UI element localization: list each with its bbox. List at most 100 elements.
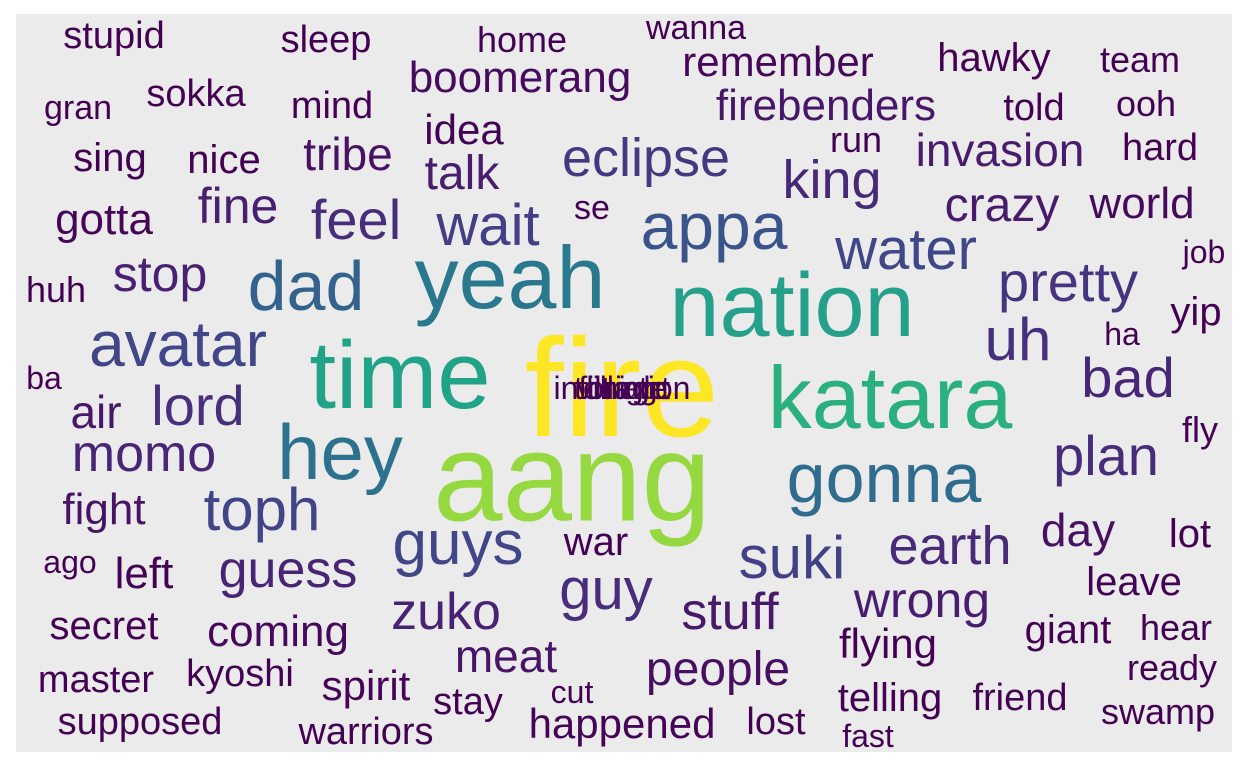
cloud-word: tribe [303,128,393,180]
cloud-word: swamp [1100,691,1216,732]
cloud-word: left [114,549,174,598]
cloud-word: time [309,322,491,429]
cloud-word: coming [207,607,349,656]
cloud-word: nation [669,256,915,356]
cloud-word: hard [1121,127,1199,169]
cloud-word: gotta [55,195,153,244]
cloud-word: suki [738,524,846,591]
cloud-word: sleep [280,19,372,61]
cloud-word: job [1182,234,1226,270]
cloud-word: hey [277,408,403,496]
cloud-word: ready [1126,647,1218,688]
cloud-word: lord [151,374,245,437]
cloud-word: gran [43,89,113,127]
cloud-word: yip [1170,290,1222,334]
cloud-word: giant [1024,608,1112,652]
cloud-word: avatar [89,308,267,380]
cloud-word: friend [972,677,1068,719]
cloud-word: spirit [321,662,411,709]
cloud-word: world [1089,179,1195,228]
cloud-word: boomerang [408,53,632,102]
cloud-word: invasion [915,124,1085,176]
cloud-word: stop [112,246,208,302]
cloud-word: lot [1168,512,1212,556]
cloud-word: lost [746,701,806,743]
cloud-word: flying [838,620,938,667]
cloud-word: village [576,370,668,406]
cloud-word: stupid [63,15,165,57]
cloud-word: tonight [573,370,671,406]
cloud-word: bad [1081,346,1175,409]
cloud-word: remember [682,38,874,85]
cloud-word: momo [71,425,217,483]
cloud-word: war [563,520,629,564]
cloud-word: yeah [414,228,606,327]
cloud-word: toph [203,476,321,543]
cloud-word: guy [559,557,653,622]
cloud-word: crazy [944,179,1060,232]
cloud-word: people [645,643,791,696]
cloud-word: leave [1086,560,1182,604]
cloud-word: infiltration [553,370,691,406]
cloud-word: wanna [645,9,747,47]
cloud-word: ba [26,360,62,396]
cloud-word: huh [25,269,87,310]
cloud-word: fire [524,309,720,466]
cloud-word: kyoshi [186,653,294,695]
cloud-word: zuko [391,583,501,641]
cloud-word: fast [842,718,894,754]
cloud-word: dad [247,247,365,325]
cloud-word: stay [433,681,503,723]
cloud-word: sokka [146,73,246,115]
cloud-word: guess [218,541,358,599]
cloud-word: pretty [997,250,1139,313]
cloud-word: plan [1053,424,1159,487]
cloud-word: uh [984,306,1052,373]
cloud-word: telling [837,676,943,720]
cloud-word: nice [187,138,261,182]
cloud-word: master [37,659,155,701]
cloud-word: eclipse [561,128,731,188]
cloud-word: guys [392,509,524,578]
cloud-word: run [829,119,883,160]
cloud-word: told [1003,87,1065,129]
cloud-word: secret [49,604,159,648]
cloud-word: aang [432,408,712,548]
cloud-word: gonna [786,439,982,517]
cloud-word: firebenders [715,81,937,130]
cloud-word: cut [550,674,594,710]
cloud-word: day [1040,504,1116,556]
cloud-word: bring [586,370,658,406]
cloud-word: fine [197,178,279,234]
cloud-word: supposed [57,701,223,743]
word-cloud-panel [16,14,1232,752]
cloud-word: team [1099,39,1181,80]
cloud-word: sing [73,136,147,180]
cloud-word: fight [62,485,146,534]
cloud-word: wrong [853,572,991,628]
cloud-word: hear [1139,607,1213,648]
cloud-word: happened [528,700,716,747]
cloud-word: earth [888,516,1012,576]
cloud-word: stuff [681,583,779,641]
cloud-word: wait [436,193,540,258]
cloud-word: ooh [1115,83,1177,124]
cloud-word: katara [767,348,1013,447]
cloud-word: mind [290,85,374,127]
cloud-word: ha [1104,316,1140,352]
cloud-word: feel [310,188,402,251]
cloud-word: air [70,386,122,438]
cloud-word: water [835,217,977,282]
cloud-word: meat [454,630,558,682]
cloud-word: ago [43,544,97,580]
cloud-word: warriors [298,711,434,753]
cloud-word: home [476,19,568,60]
cloud-word: se [574,189,610,227]
cloud-word: fly [1182,409,1218,450]
cloud-word: king [782,150,882,210]
cloud-word: idea [424,106,504,153]
cloud-word: talk [424,147,500,200]
cloud-word: hawky [937,36,1051,80]
cloud-word: appa [640,189,788,263]
